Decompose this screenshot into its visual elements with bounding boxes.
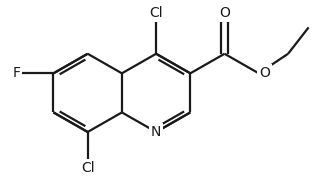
Text: Cl: Cl <box>149 6 163 20</box>
Text: Cl: Cl <box>81 161 94 175</box>
Text: F: F <box>12 66 20 80</box>
Text: O: O <box>219 6 230 20</box>
Text: O: O <box>259 66 270 80</box>
Text: N: N <box>151 125 161 139</box>
